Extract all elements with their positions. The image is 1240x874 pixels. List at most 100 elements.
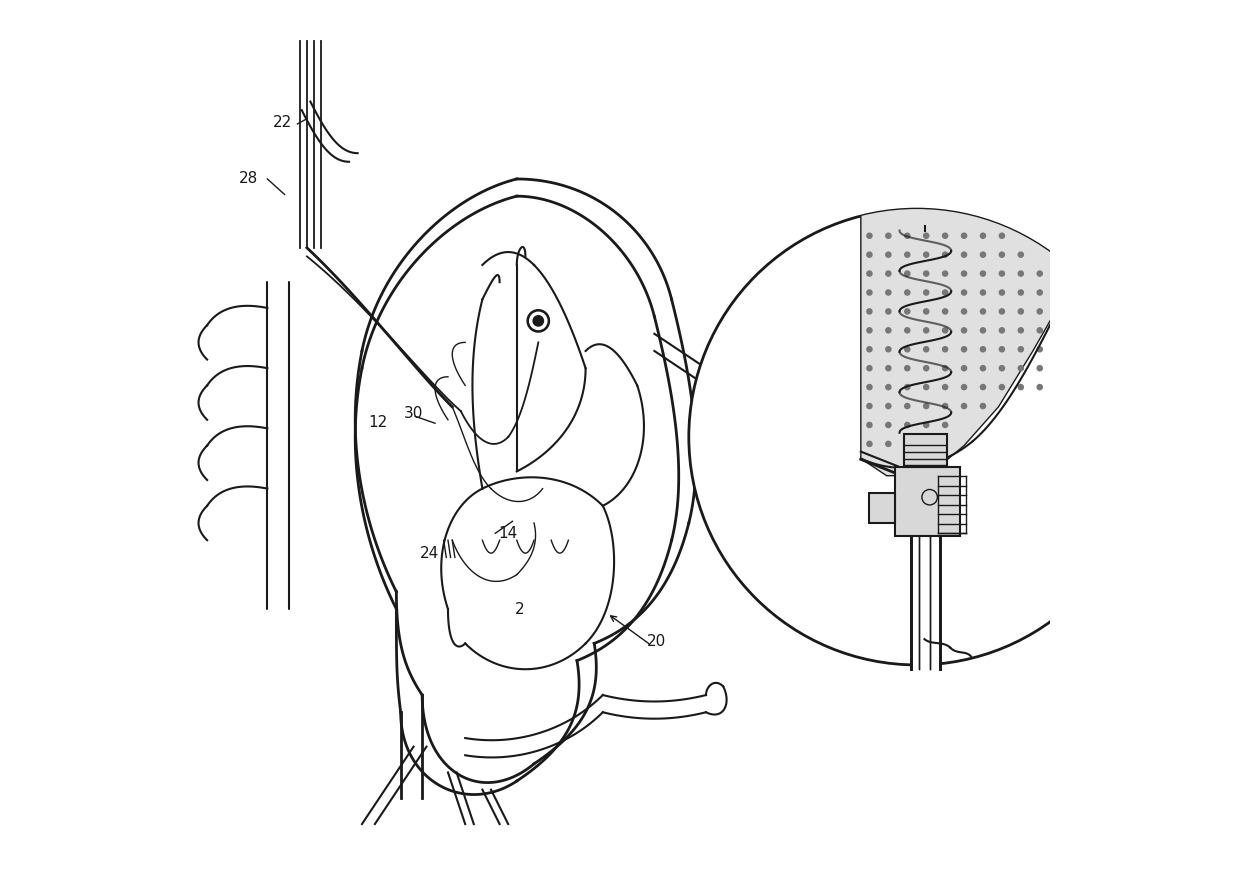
Circle shape <box>961 365 967 371</box>
Circle shape <box>867 422 872 427</box>
Circle shape <box>885 365 890 371</box>
Circle shape <box>905 385 910 390</box>
Bar <box>911 471 939 669</box>
Text: 50: 50 <box>869 423 888 438</box>
Circle shape <box>1018 385 1023 390</box>
Circle shape <box>885 347 890 352</box>
Text: 24: 24 <box>419 546 439 561</box>
Circle shape <box>867 347 872 352</box>
Circle shape <box>924 385 929 390</box>
Circle shape <box>1018 328 1023 333</box>
Circle shape <box>905 404 910 409</box>
Circle shape <box>905 233 910 239</box>
Circle shape <box>961 309 967 314</box>
Circle shape <box>924 404 929 409</box>
Circle shape <box>1056 365 1061 371</box>
Circle shape <box>942 404 947 409</box>
Circle shape <box>905 309 910 314</box>
Circle shape <box>981 404 986 409</box>
Circle shape <box>999 385 1004 390</box>
Circle shape <box>905 347 910 352</box>
Circle shape <box>961 290 967 295</box>
Circle shape <box>1094 347 1099 352</box>
Circle shape <box>942 233 947 239</box>
Circle shape <box>905 290 910 295</box>
Circle shape <box>905 328 910 333</box>
Circle shape <box>924 422 929 427</box>
Circle shape <box>999 347 1004 352</box>
Circle shape <box>961 271 967 276</box>
Circle shape <box>1018 252 1023 257</box>
Circle shape <box>1075 365 1080 371</box>
Text: 150: 150 <box>769 414 797 429</box>
Circle shape <box>905 422 910 427</box>
Text: 14: 14 <box>498 526 517 541</box>
Circle shape <box>885 233 890 239</box>
Circle shape <box>1056 347 1061 352</box>
Circle shape <box>867 385 872 390</box>
Text: 34: 34 <box>869 551 889 566</box>
Circle shape <box>1112 347 1118 352</box>
Circle shape <box>1075 347 1080 352</box>
Circle shape <box>942 290 947 295</box>
Circle shape <box>981 347 986 352</box>
Circle shape <box>1056 271 1061 276</box>
Circle shape <box>885 422 890 427</box>
Circle shape <box>1075 309 1080 314</box>
Circle shape <box>867 233 872 239</box>
Circle shape <box>1018 271 1023 276</box>
Bar <box>895 467 960 536</box>
Circle shape <box>924 309 929 314</box>
Circle shape <box>529 312 547 329</box>
Circle shape <box>1075 290 1080 295</box>
Circle shape <box>942 309 947 314</box>
Circle shape <box>885 441 890 447</box>
Circle shape <box>942 422 947 427</box>
Circle shape <box>981 271 986 276</box>
Circle shape <box>1056 328 1061 333</box>
Circle shape <box>867 290 872 295</box>
Circle shape <box>981 233 986 239</box>
Circle shape <box>981 252 986 257</box>
Circle shape <box>961 328 967 333</box>
Circle shape <box>999 365 1004 371</box>
Circle shape <box>981 385 986 390</box>
Text: 22: 22 <box>273 114 293 129</box>
Circle shape <box>999 271 1004 276</box>
Text: 12: 12 <box>368 415 387 430</box>
Circle shape <box>885 309 890 314</box>
Circle shape <box>1037 309 1043 314</box>
Circle shape <box>1094 309 1099 314</box>
Circle shape <box>867 328 872 333</box>
Circle shape <box>942 347 947 352</box>
Text: 30: 30 <box>404 406 423 421</box>
Circle shape <box>924 290 929 295</box>
Circle shape <box>999 290 1004 295</box>
Circle shape <box>688 209 1145 665</box>
Circle shape <box>1056 309 1061 314</box>
Circle shape <box>527 309 549 332</box>
Circle shape <box>1094 328 1099 333</box>
Circle shape <box>999 252 1004 257</box>
Circle shape <box>885 404 890 409</box>
Circle shape <box>1037 385 1043 390</box>
Circle shape <box>1037 365 1043 371</box>
Text: 30: 30 <box>897 651 916 666</box>
Circle shape <box>1037 271 1043 276</box>
Circle shape <box>961 233 967 239</box>
Circle shape <box>905 365 910 371</box>
Circle shape <box>1075 328 1080 333</box>
Circle shape <box>905 271 910 276</box>
Circle shape <box>961 252 967 257</box>
Circle shape <box>961 385 967 390</box>
Circle shape <box>867 365 872 371</box>
Circle shape <box>867 404 872 409</box>
Circle shape <box>961 404 967 409</box>
Circle shape <box>924 347 929 352</box>
Circle shape <box>1018 290 1023 295</box>
Circle shape <box>961 347 967 352</box>
Text: 2: 2 <box>515 601 525 616</box>
Circle shape <box>942 365 947 371</box>
Circle shape <box>1056 290 1061 295</box>
Circle shape <box>1037 328 1043 333</box>
